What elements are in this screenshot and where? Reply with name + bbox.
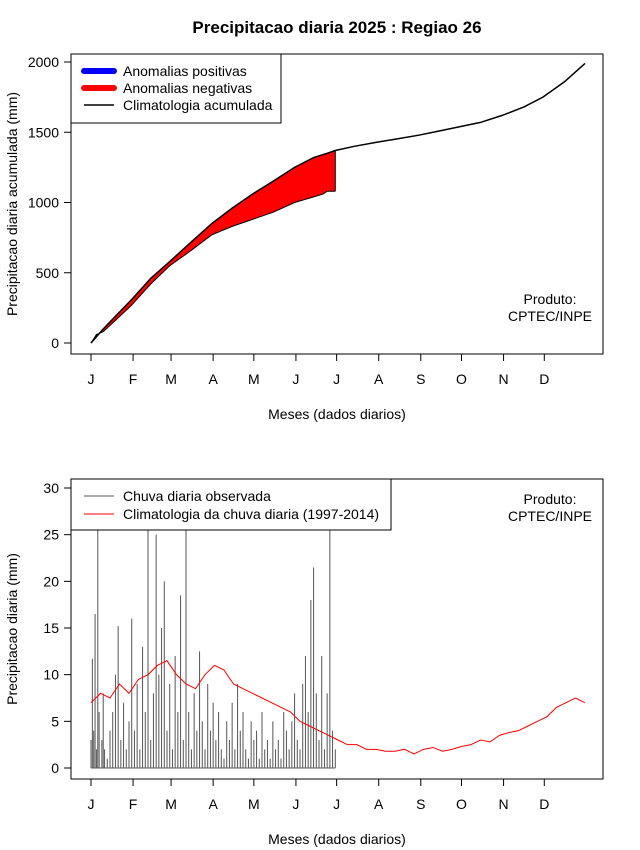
x-tick-label: J — [88, 796, 95, 812]
y-axis-label: Precipitacao diaria (mm) — [4, 553, 20, 705]
x-tick-label: M — [165, 796, 177, 812]
x-tick-label: A — [374, 796, 384, 812]
y-tick-label: 20 — [43, 573, 59, 589]
y-tick-label: 25 — [43, 527, 59, 543]
panel-daily: 0 5 10 15 20 25 30 J F M A M J J A S O N D Meses (dados d… — [4, 478, 604, 847]
y-tick-label: 1000 — [28, 195, 59, 211]
x-tick-label: J — [88, 371, 95, 387]
product-note-line1: Produto: — [524, 491, 577, 507]
climatology-daily-line — [90, 660, 586, 755]
x-tick-label: J — [333, 796, 340, 812]
y-axis: 0 5 10 15 20 25 30 — [43, 480, 71, 776]
y-axis: 0 500 1000 1500 2000 — [28, 54, 71, 351]
legend: Anomalias positivas Anomalias negativas … — [70, 53, 282, 124]
x-tick-label: M — [165, 371, 177, 387]
series-line-layer — [90, 660, 586, 755]
negative-anomaly-area — [100, 150, 336, 333]
y-tick-label: 2000 — [28, 54, 59, 70]
x-tick-label: S — [416, 371, 425, 387]
legend-label-climatology: Climatologia acumulada — [123, 97, 273, 113]
y-tick-label: 15 — [43, 620, 59, 636]
x-tick-label: F — [129, 371, 138, 387]
x-tick-label: A — [374, 371, 384, 387]
y-axis-label: Precipitacao diaria acumulada (mm) — [4, 92, 20, 316]
y-tick-label: 0 — [51, 335, 59, 351]
y-tick-label: 5 — [51, 713, 59, 729]
series-line-layer — [90, 62, 586, 344]
legend-label-observed: Chuva diaria observada — [123, 488, 271, 504]
y-tick-label: 30 — [43, 480, 59, 496]
legend-label-positive: Anomalias positivas — [123, 63, 247, 79]
observed-accumulated-line — [90, 190, 336, 344]
x-tick-label: O — [456, 796, 467, 812]
x-tick-label: M — [248, 796, 260, 812]
x-axis-label: Meses (dados diarios) — [268, 406, 406, 422]
x-tick-label: D — [539, 371, 549, 387]
y-tick-label: 1500 — [28, 124, 59, 140]
x-tick-label: N — [499, 796, 509, 812]
x-axis-label: Meses (dados diarios) — [268, 831, 406, 847]
panel-accumulated: 0 500 1000 1500 2000 J F M A M J J A S O N D Meses (dad… — [4, 53, 604, 422]
x-tick-label: A — [208, 371, 218, 387]
x-tick-label: O — [456, 371, 467, 387]
chart-title: Precipitacao diaria 2025 : Regiao 26 — [192, 18, 481, 37]
climatology-accumulated-line — [90, 62, 586, 344]
y-tick-label: 10 — [43, 667, 59, 683]
x-tick-label: D — [539, 796, 549, 812]
x-tick-label: J — [292, 796, 299, 812]
x-tick-label: A — [208, 796, 218, 812]
y-tick-label: 0 — [51, 760, 59, 776]
product-note-line2: CPTEC/INPE — [508, 508, 592, 524]
legend-label-negative: Anomalias negativas — [123, 80, 252, 96]
x-tick-label: M — [248, 371, 260, 387]
bar-layer — [90, 492, 336, 769]
x-tick-label: N — [499, 371, 509, 387]
product-note-line2: CPTEC/INPE — [508, 308, 592, 324]
legend-label-climatology: Climatologia da chuva diaria (1997-2014) — [123, 506, 379, 522]
legend: Chuva diaria observada Climatologia da c… — [70, 478, 392, 531]
legend-box — [70, 478, 392, 531]
x-tick-label: F — [129, 796, 138, 812]
y-tick-label: 500 — [36, 265, 60, 281]
x-tick-label: J — [333, 371, 340, 387]
anomaly-fill-layer — [91, 150, 336, 343]
x-tick-label: J — [292, 371, 299, 387]
product-note-line1: Produto: — [524, 291, 577, 307]
x-tick-label: S — [416, 796, 425, 812]
